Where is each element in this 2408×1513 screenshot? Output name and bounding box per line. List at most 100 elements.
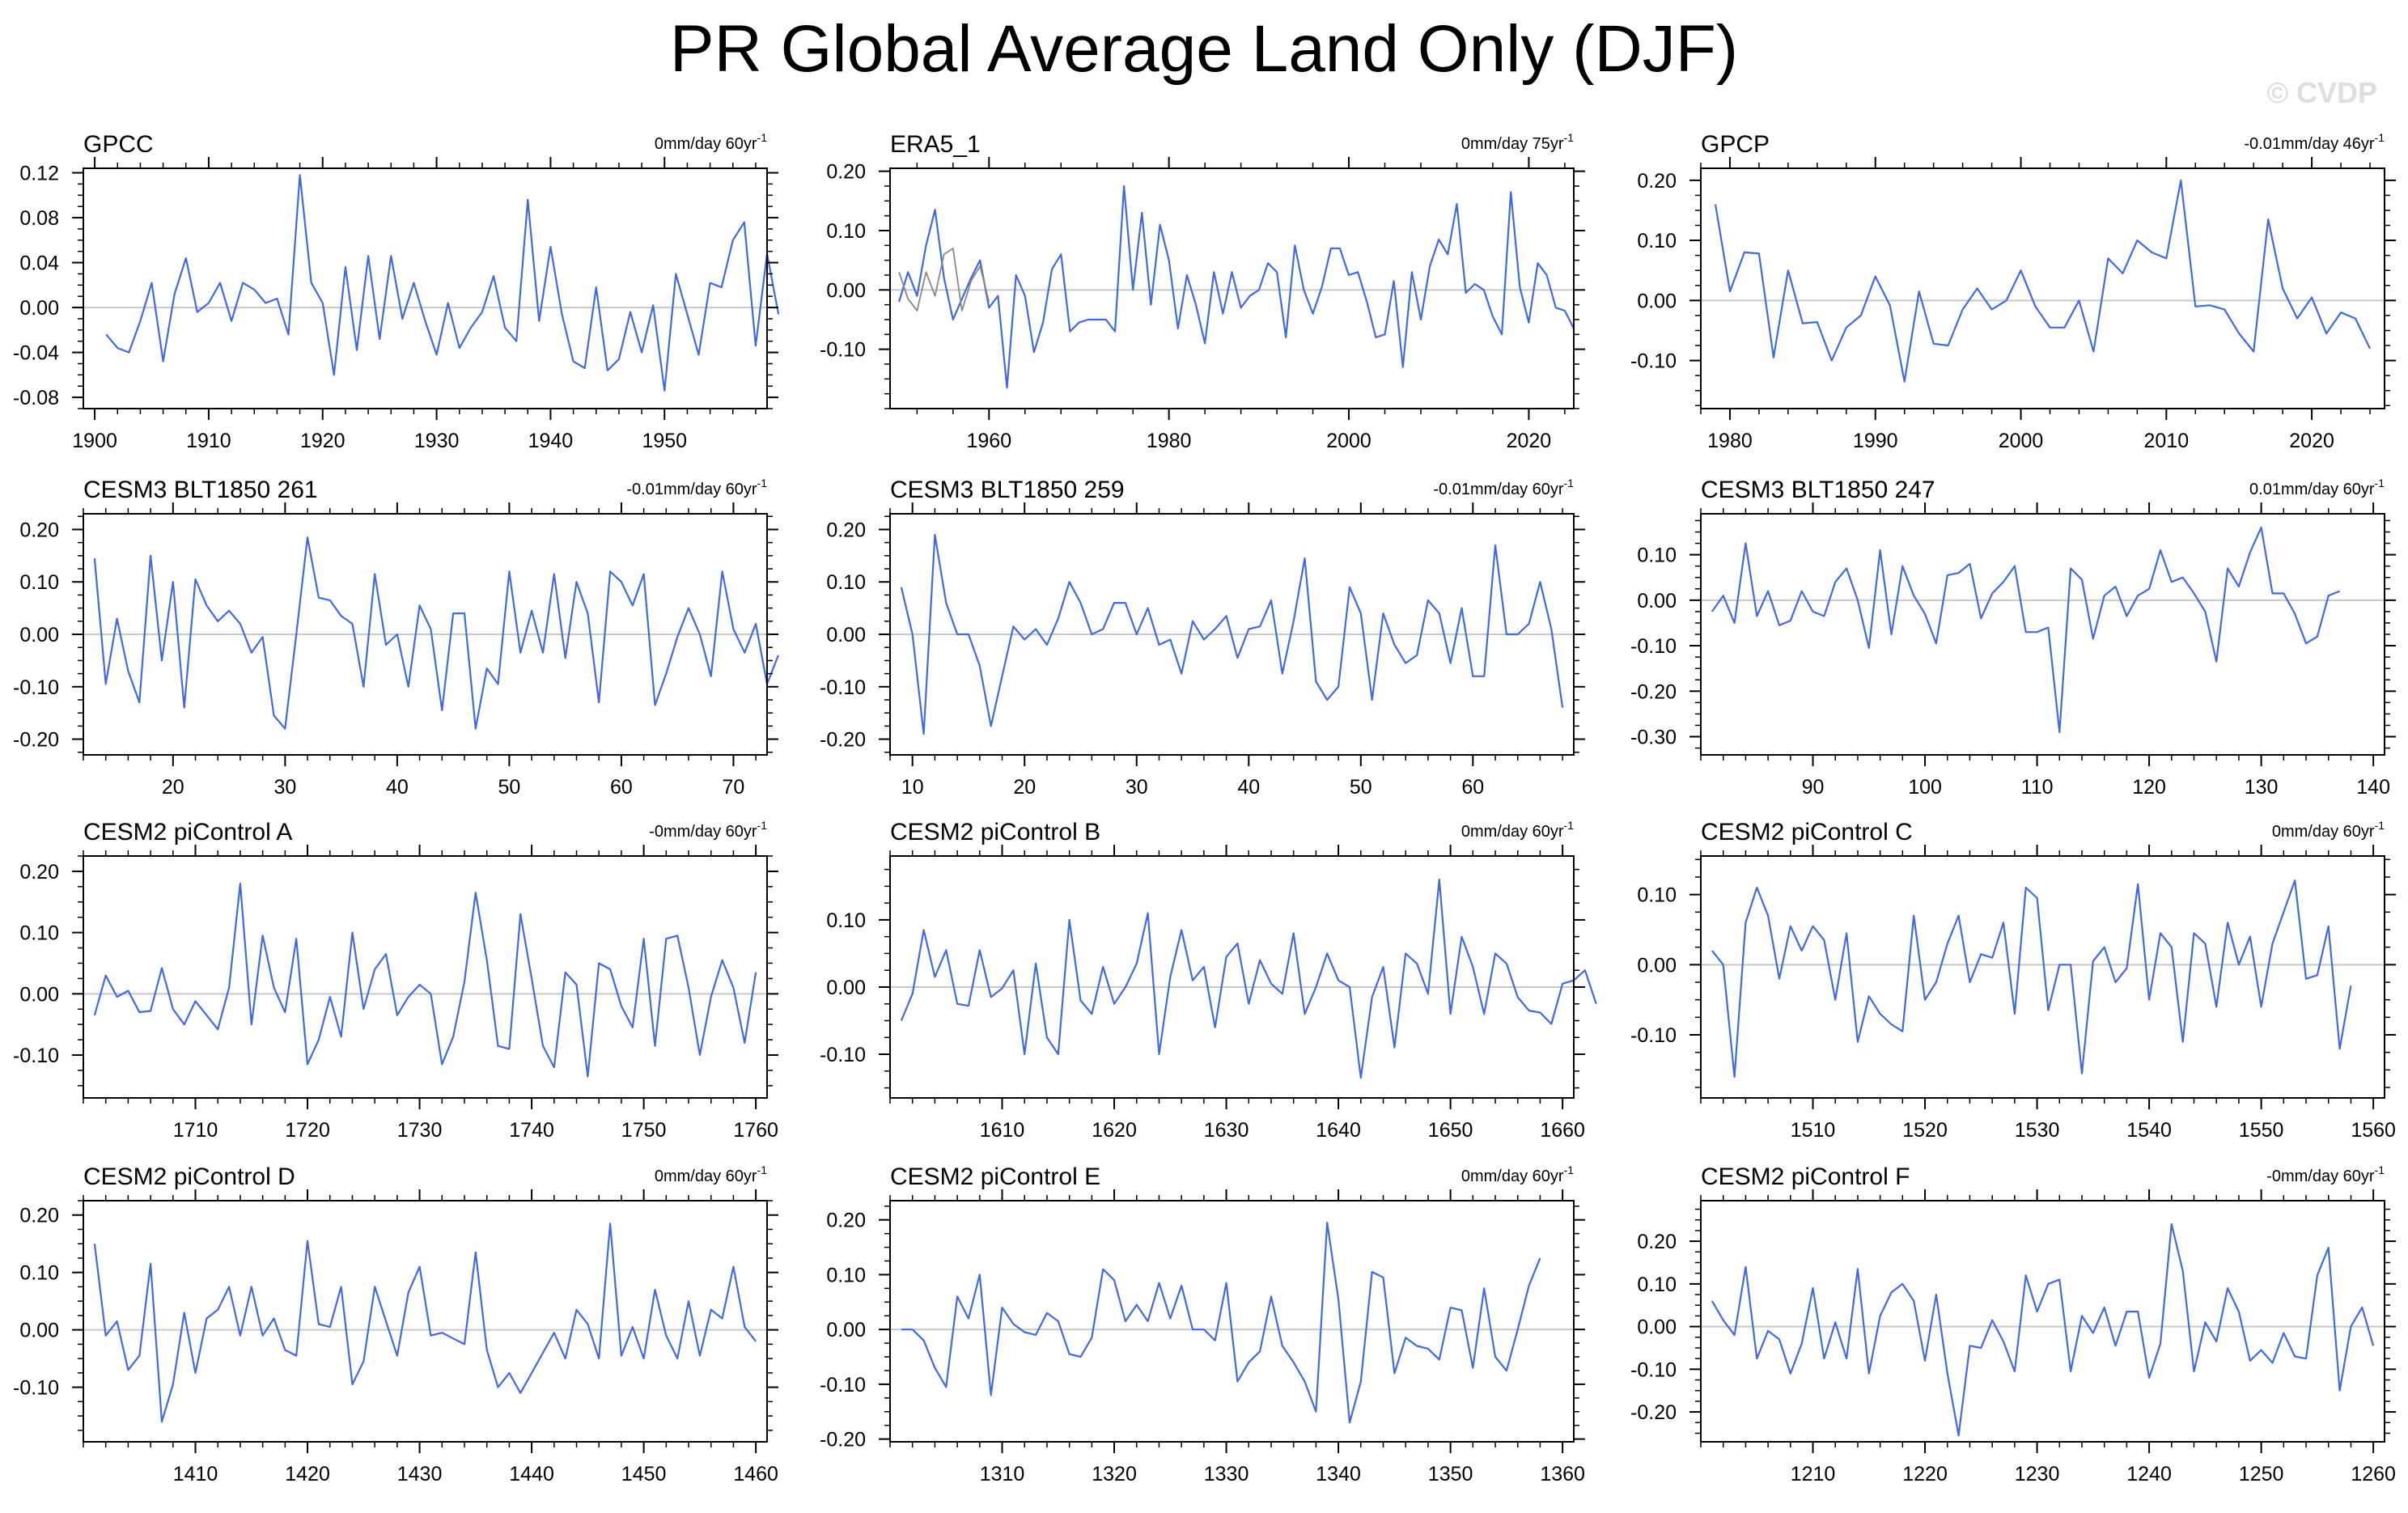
panel-title: GPCC [83,131,154,158]
x-tick-label: 1750 [621,1119,667,1142]
x-tick-label: 1950 [642,430,687,452]
y-tick-label: 0.10 [1637,545,1677,567]
y-tick-label: 0.00 [1637,590,1677,612]
y-tick-label: 0.00 [19,297,59,320]
x-tick-label: 1340 [1316,1463,1361,1485]
panel-title: CESM3 BLT1850 259 [890,477,1125,503]
series-line-1 [93,1223,757,1423]
plot-frame [1700,1200,2385,1443]
y-tick-label: 0.10 [1637,230,1677,252]
panel-title: CESM3 BLT1850 247 [1701,477,1935,503]
y-tick-label: -0.10 [820,1374,866,1396]
trend-exponent: -1 [757,1163,768,1176]
chart-panel-2: 1960 1980 2000 2020 -0.10 0.00 0.10 0.20 ERA5_1 0… [820,131,1585,452]
trend-label: 0mm/day 60yr-1 [1461,1163,1574,1185]
y-tick-label: 0.20 [19,1205,59,1227]
trend-exponent: -1 [757,477,768,490]
x-tick-label: 1740 [509,1119,554,1142]
plot-frame [83,1200,768,1443]
plot-frame [1700,167,2385,409]
series-line-1 [900,878,1597,1079]
chart-panel-5: 10 20 30 40 50 60 -0.20 -0.10 0.00 0.10 0.20 CESM3 … [820,477,1585,799]
x-tick-label: 1630 [1204,1119,1249,1142]
x-tick-label: 60 [610,776,633,799]
x-tick-label: 1260 [2351,1463,2396,1485]
x-tick-label: 1430 [397,1463,443,1485]
plot-frame [889,1200,1575,1443]
y-tick-label: -0.10 [13,676,59,699]
trend-label: 0.01mm/day 60yr-1 [2249,477,2385,498]
trend-label: -0.01mm/day 46yr-1 [2244,131,2385,153]
trend-exponent: -1 [757,819,768,832]
y-tick-label: -0.08 [13,387,59,409]
trend-exponent: -1 [2375,819,2385,832]
x-tick-label: 1610 [980,1119,1025,1142]
y-tick-label: 0.10 [826,571,866,594]
x-tick-label: 90 [1802,776,1825,799]
x-tick-label: 1980 [1147,430,1192,452]
panel-title: CESM2 piControl C [1701,819,1913,846]
y-tick-label: -0.10 [1630,1024,1677,1047]
x-tick-label: 1990 [1853,430,1898,452]
x-tick-label: 1710 [173,1119,218,1142]
y-tick-label: 0.20 [1637,1231,1677,1253]
x-tick-label: 120 [2132,776,2166,799]
plot-frame [83,167,768,409]
x-tick-label: 1230 [2015,1463,2060,1485]
y-tick-label: -0.10 [820,339,866,362]
trend-exponent: -1 [2375,1163,2385,1176]
x-tick-label: 1310 [980,1463,1025,1485]
y-tick-label: 0.08 [19,207,59,230]
x-tick-label: 1460 [733,1463,778,1485]
trend-label: 0mm/day 60yr-1 [2272,819,2385,841]
cvdp-watermark: © CVDP [2266,76,2377,109]
y-tick-label: 0.00 [19,1320,59,1342]
y-tick-label: 0.00 [1637,954,1677,977]
y-tick-label: 0.00 [826,624,866,646]
y-tick-label: -0.10 [820,1044,866,1066]
y-tick-label: 0.10 [1637,884,1677,907]
x-tick-label: 1550 [2239,1119,2284,1142]
trend-exponent: -1 [1564,1163,1575,1176]
x-tick-label: 1540 [2126,1119,2172,1142]
x-tick-label: 30 [273,776,296,799]
y-tick-label: -0.30 [1630,727,1677,749]
x-tick-label: 1620 [1092,1119,1137,1142]
x-tick-label: 50 [498,776,520,799]
x-tick-label: 1660 [1540,1119,1585,1142]
y-tick-label: 0.00 [826,279,866,302]
y-tick-label: 0.20 [19,861,59,884]
y-tick-label: 0.10 [1637,1274,1677,1296]
x-tick-label: 100 [1908,776,1942,799]
y-tick-label: 0.10 [19,571,59,594]
series-line-1 [93,536,779,730]
x-tick-label: 1240 [2126,1463,2172,1485]
trend-label: -0mm/day 60yr-1 [2266,1163,2385,1185]
y-tick-label: 0.20 [19,519,59,541]
y-tick-label: -0.20 [1630,1401,1677,1424]
trend-label: 0mm/day 60yr-1 [1461,819,1574,841]
x-tick-label: 130 [2245,776,2279,799]
y-tick-label: 0.20 [826,519,866,541]
plot-frame [889,855,1575,1099]
panel-title: CESM2 piControl D [83,1163,295,1190]
x-tick-label: 1510 [1791,1119,1836,1142]
x-tick-label: 1520 [1902,1119,1948,1142]
y-tick-label: 0.20 [1637,170,1677,193]
y-tick-label: 0.00 [1637,1316,1677,1339]
series-line-1 [1711,1223,2375,1437]
chart-panel-10: 1410 1420 1430 1440 1450 1460 -0.10 0.00 0.10 0.2… [13,1163,778,1485]
x-tick-label: 2010 [2144,430,2190,452]
x-tick-label: 1730 [397,1119,443,1142]
x-tick-label: 1450 [621,1463,667,1485]
y-tick-label: -0.20 [13,729,59,752]
chart-panel-3: 1980 1990 2000 2010 2020 -0.10 0.00 0.10 0.20 GPC… [1630,131,2396,452]
series-line-1 [900,533,1564,735]
y-tick-label: -0.04 [13,342,59,365]
y-tick-label: 0.10 [19,922,59,945]
y-tick-label: -0.10 [13,1377,59,1400]
y-tick-label: -0.10 [1630,635,1677,658]
y-tick-label: 0.00 [826,977,866,999]
x-tick-label: 1920 [300,430,346,452]
